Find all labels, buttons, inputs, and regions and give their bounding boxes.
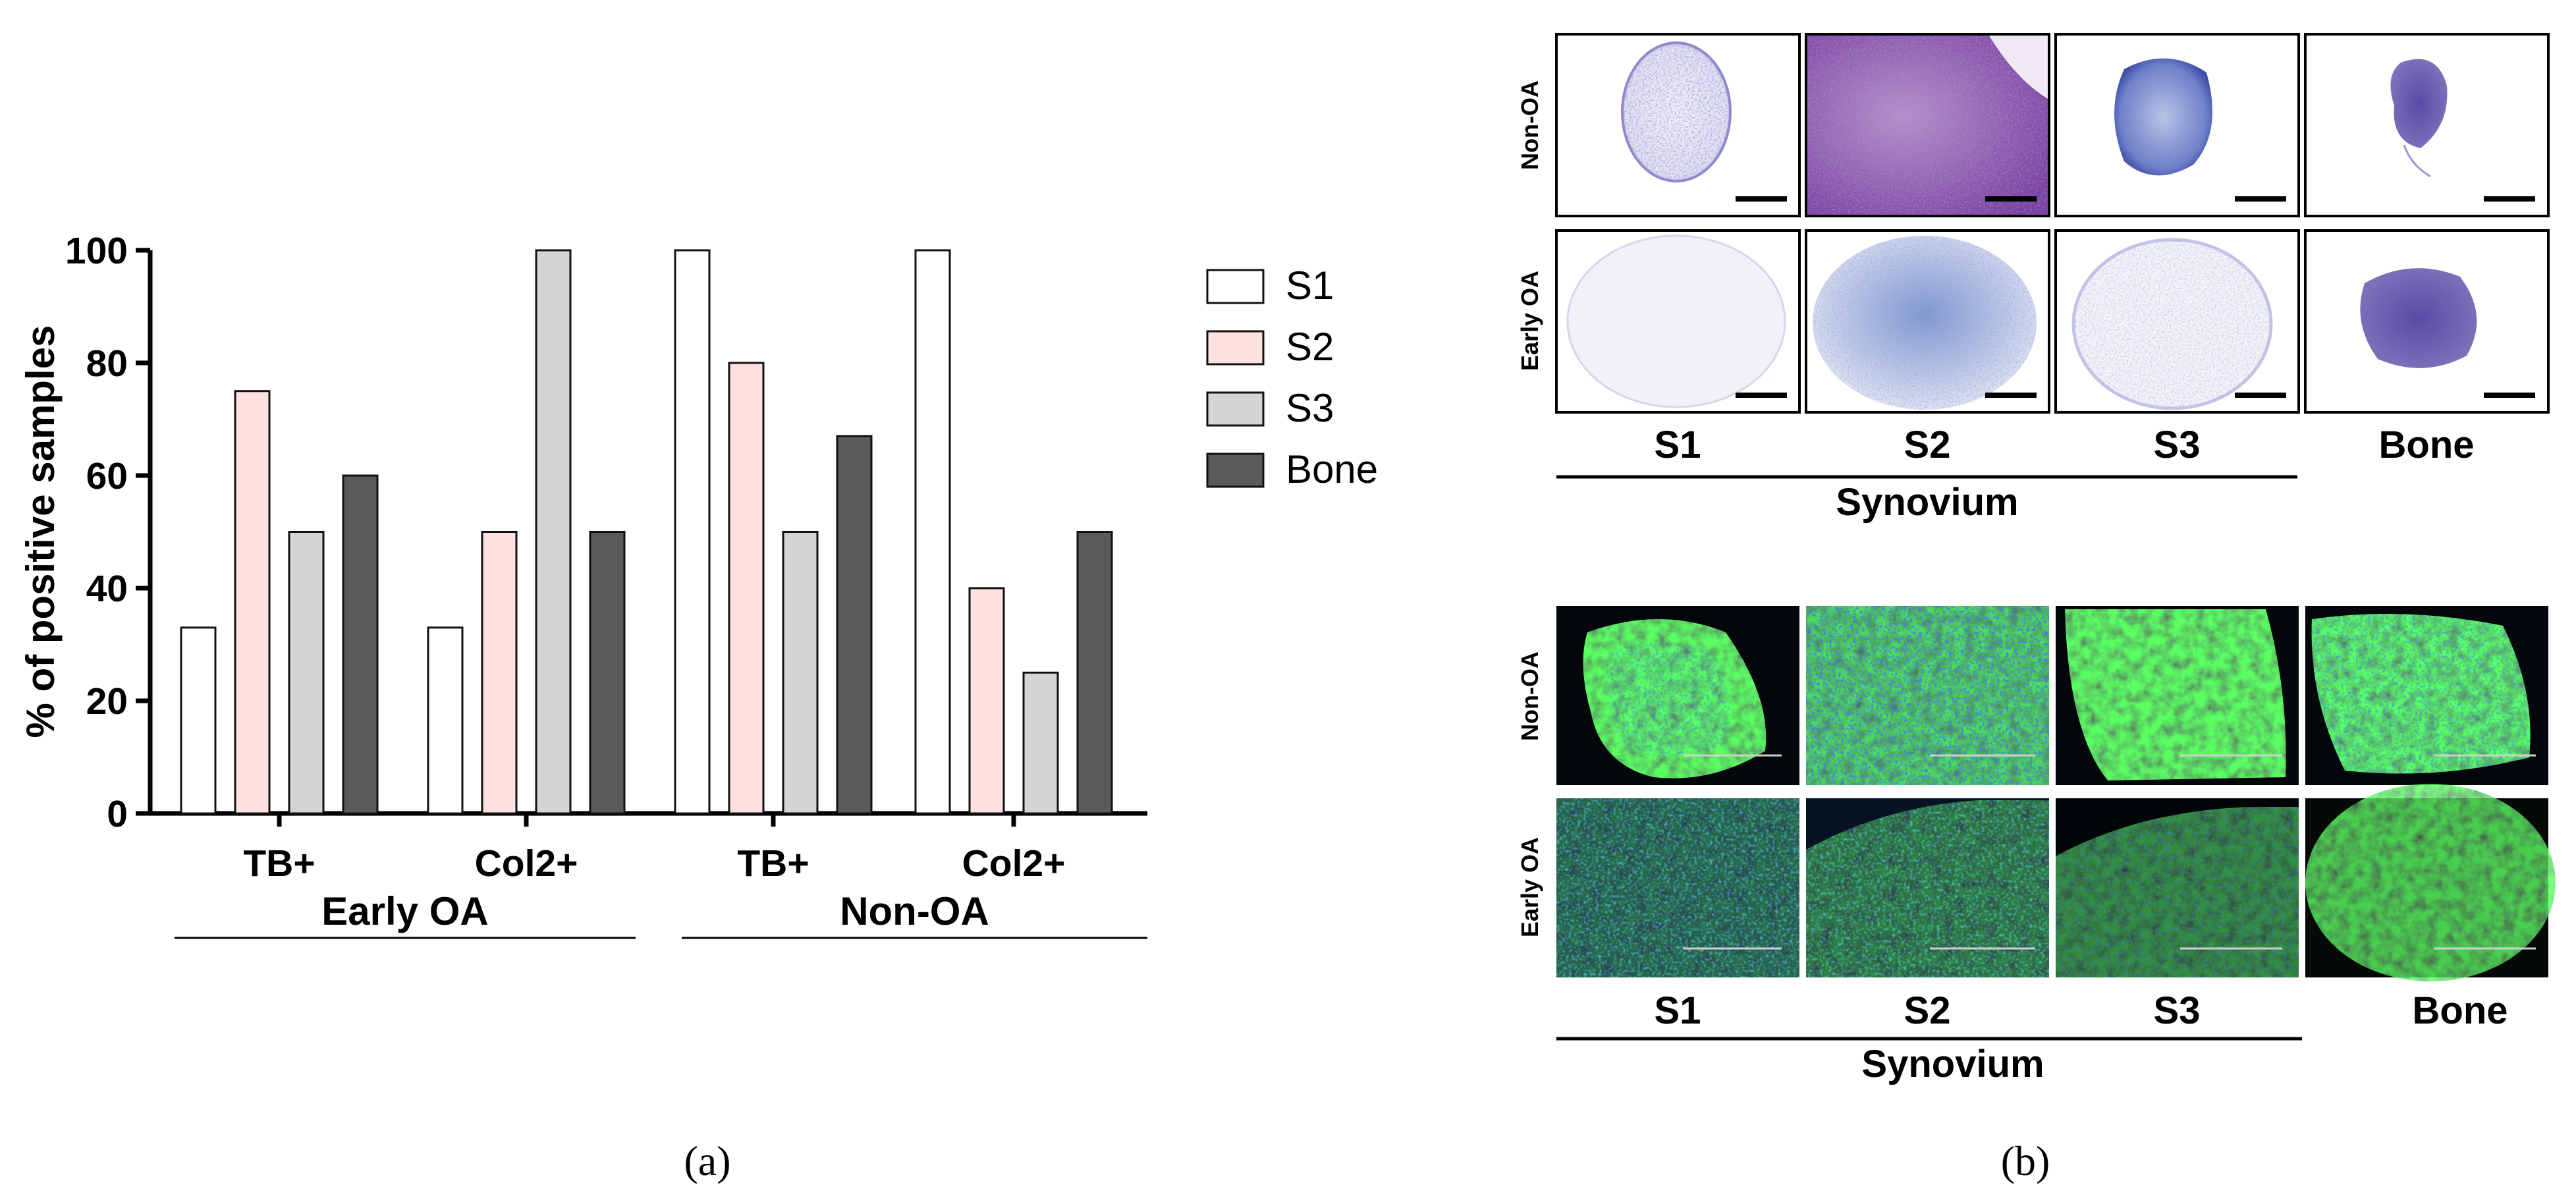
bar-s2-1 xyxy=(481,531,518,815)
col-label-s1-bottom: S1 xyxy=(1655,989,1701,1032)
bar-s3-2 xyxy=(782,531,819,815)
legend-swatch-s1 xyxy=(1206,269,1265,304)
col-label-s1-top: S1 xyxy=(1655,424,1701,466)
bar-bone-1 xyxy=(589,531,626,815)
bar-s1-0 xyxy=(180,626,217,815)
bar-bone-2 xyxy=(836,435,873,815)
legend: S1 S2 S3 Bone xyxy=(1206,263,1378,491)
y-tick-label: 100 xyxy=(65,230,128,272)
row-label-non-oa-top: Non-OA xyxy=(1516,80,1543,170)
histology-image-non-oa-s2 xyxy=(1805,33,2050,217)
synovium-label-top: Synovium xyxy=(1836,481,2018,524)
histology-image-non-oa-s1 xyxy=(1555,33,1801,217)
histology-image-early-oa-s3 xyxy=(2054,229,2300,414)
histology-image-early-oa-s1 xyxy=(1555,229,1801,414)
x-category-label: Col2+ xyxy=(962,842,1066,885)
fluorescence-image-early-oa-s2 xyxy=(1806,798,2049,977)
y-ticks: 0 20 40 60 80 100 xyxy=(65,230,150,835)
synovium-label-bottom: Synovium xyxy=(1861,1043,2044,1085)
group-labels: Early OA Non-OA xyxy=(175,889,1147,939)
bar-s1-3 xyxy=(914,249,951,815)
col-label-s2-top: S2 xyxy=(1904,424,1951,466)
x-category-label: TB+ xyxy=(737,842,809,885)
bar-bone-0 xyxy=(342,474,379,815)
legend-label-s3: S3 xyxy=(1286,386,1334,430)
legend-label-s2: S2 xyxy=(1286,325,1334,369)
legend-swatch-s3 xyxy=(1206,391,1265,427)
fluorescence-image-non-oa-s1 xyxy=(1556,606,1799,785)
y-axis-label: % of positive samples xyxy=(18,325,63,738)
row-label-early-oa-top: Early OA xyxy=(1516,271,1543,371)
bar-s3-0 xyxy=(288,531,325,815)
bars xyxy=(180,249,1113,815)
panel-a-caption: (a) xyxy=(684,1137,730,1184)
panel-a-chart: 0 20 40 60 80 100 TB+ Col2+ TB+ Col2+ Early OA No… xyxy=(18,230,1378,1184)
group-label: Non-OA xyxy=(840,889,989,933)
col-label-bone-bottom: Bone xyxy=(2413,989,2508,1032)
fluorescence-image-non-oa-s3 xyxy=(2056,606,2299,785)
bar-s3-1 xyxy=(535,249,572,815)
y-tick-label: 80 xyxy=(86,342,128,385)
col-label-s3-top: S3 xyxy=(2154,424,2201,466)
group-label: Early OA xyxy=(321,889,488,933)
bar-s1-2 xyxy=(674,249,711,815)
histology-image-early-oa-s2 xyxy=(1805,229,2050,414)
y-tick-label: 60 xyxy=(86,455,128,497)
col-label-s2-bottom: S2 xyxy=(1904,989,1951,1032)
bar-s1-1 xyxy=(427,626,464,815)
bar-bone-3 xyxy=(1076,531,1113,815)
histology-image-early-oa-bone xyxy=(2304,229,2550,414)
x-category-label: Col2+ xyxy=(475,842,578,885)
y-tick-label: 20 xyxy=(86,680,128,723)
fluorescence-image-early-oa-s1 xyxy=(1556,798,1799,977)
legend-swatch-s2 xyxy=(1206,330,1265,366)
col-label-bone-top: Bone xyxy=(2379,424,2475,466)
bar-s3-3 xyxy=(1022,671,1059,815)
histology-image-non-oa-s3 xyxy=(2054,33,2300,217)
panel-b-caption: (b) xyxy=(2001,1137,2050,1184)
legend-swatch-bone xyxy=(1206,452,1265,488)
fluorescence-image-early-oa-s3 xyxy=(2056,798,2299,977)
fluorescence-image-non-oa-s2 xyxy=(1806,606,2049,785)
histology-image-non-oa-bone xyxy=(2304,33,2550,217)
col-label-s3-bottom: S3 xyxy=(2154,989,2201,1032)
fluorescence-image-non-oa-bone xyxy=(2305,606,2548,785)
histology-grid: Non-OA Early OA xyxy=(1516,33,2550,524)
row-label-early-oa-bottom: Early OA xyxy=(1516,837,1543,937)
category-labels: TB+ Col2+ TB+ Col2+ xyxy=(243,813,1065,885)
row-label-non-oa-bottom: Non-OA xyxy=(1516,651,1543,741)
fluorescence-image-early-oa-bone xyxy=(2305,784,2556,981)
y-tick-label: 40 xyxy=(86,568,128,610)
x-category-label: TB+ xyxy=(243,842,315,885)
y-tick-label: 0 xyxy=(107,793,128,835)
legend-label-bone: Bone xyxy=(1286,447,1378,491)
bar-s2-0 xyxy=(234,390,271,815)
legend-label-s1: S1 xyxy=(1286,263,1334,308)
bar-s2-2 xyxy=(728,362,765,815)
bar-s2-3 xyxy=(968,587,1005,815)
fluorescence-grid: Non-OA Early OA xyxy=(1516,606,2556,1184)
